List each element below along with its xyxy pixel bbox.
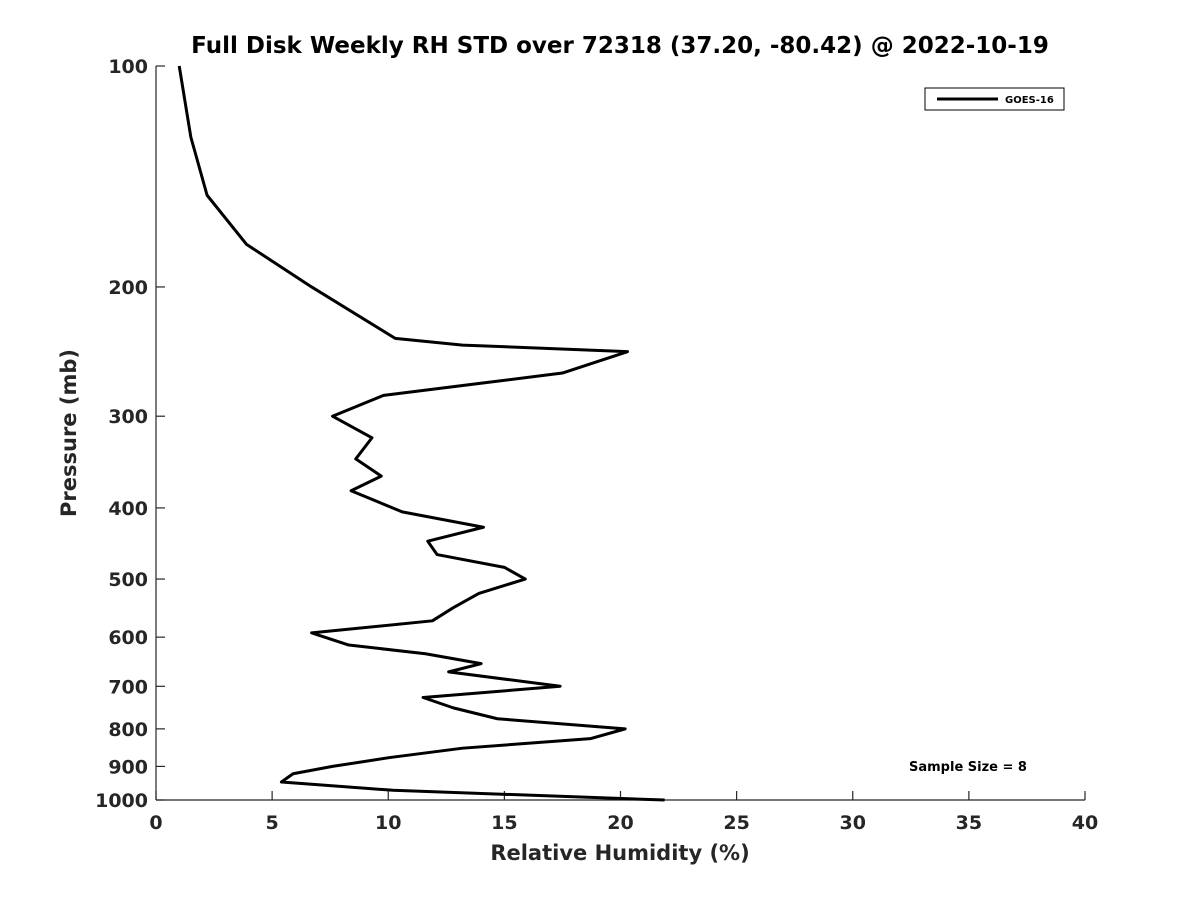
ticks: 0 5 10 15 20 25 30 35 40 100 200 300 400 500 600 700 800… (95, 56, 1098, 834)
y-tick-label: 200 (108, 277, 148, 299)
x-tick-label: 40 (1072, 812, 1098, 834)
x-tick-label: 25 (723, 812, 749, 834)
y-tick-label: 800 (108, 719, 148, 741)
y-tick-label: 1000 (95, 790, 148, 812)
y-tick-label: 300 (108, 406, 148, 428)
x-tick-label: 5 (266, 812, 279, 834)
y-axis-label: Pressure (mb) (57, 349, 81, 517)
axes (155, 66, 1085, 801)
x-tick-label: 0 (149, 812, 162, 834)
chart-title: Full Disk Weekly RH STD over 72318 (37.2… (191, 33, 1049, 59)
x-tick-label: 30 (840, 812, 866, 834)
legend: GOES-16 (924, 87, 1065, 111)
y-tick-label: 100 (108, 56, 148, 78)
y-tick-label: 900 (108, 756, 148, 778)
series-line-goes-16 (177, 65, 665, 802)
x-tick-label: 15 (491, 812, 517, 834)
legend-label: GOES-16 (1005, 95, 1054, 106)
x-tick-label: 20 (607, 812, 633, 834)
y-tick-label: 400 (108, 498, 148, 520)
x-axis-label: Relative Humidity (%) (490, 841, 749, 865)
y-tick-label: 700 (108, 676, 148, 698)
x-tick-label: 35 (956, 812, 982, 834)
x-tick-label: 10 (375, 812, 401, 834)
y-tick-label: 500 (108, 569, 148, 591)
sample-size-annotation: Sample Size = 8 (909, 760, 1027, 775)
y-tick-label: 600 (108, 627, 148, 649)
